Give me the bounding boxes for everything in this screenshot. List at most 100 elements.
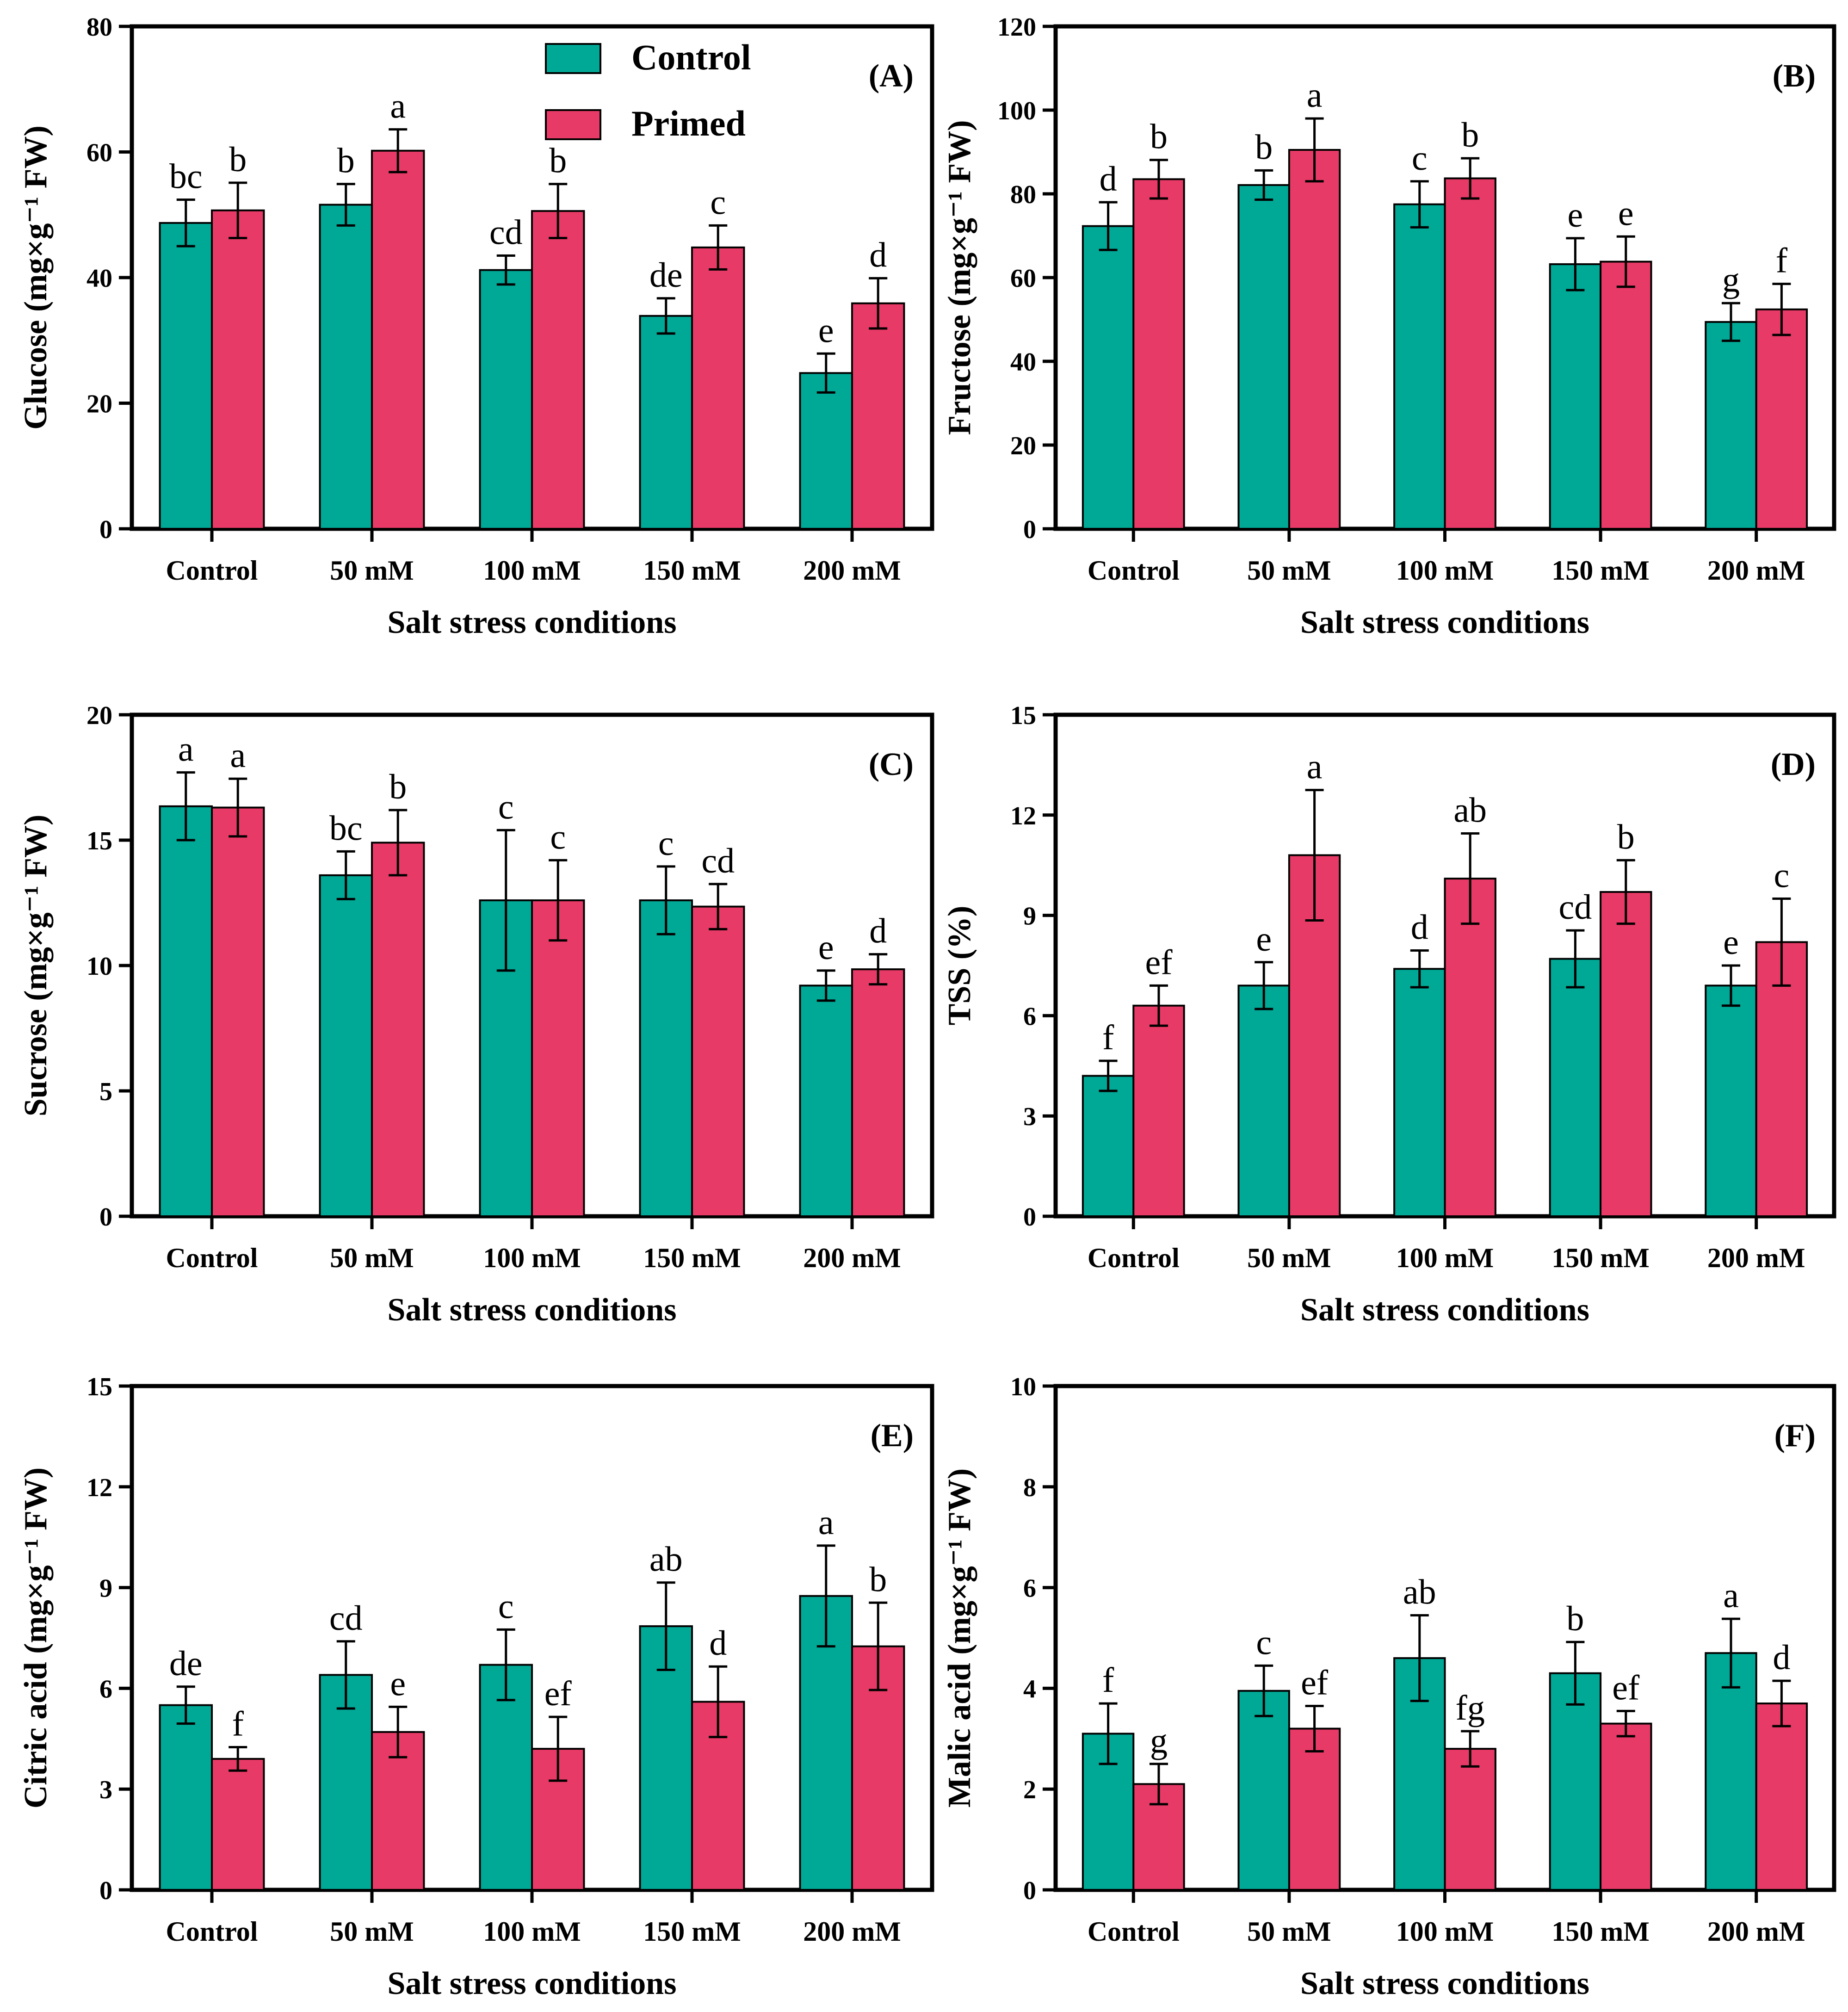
primed-bar bbox=[1288, 149, 1341, 530]
control-bar bbox=[479, 1664, 533, 1891]
x-axis-title: Salt stress conditions bbox=[388, 1292, 677, 1328]
control-bar bbox=[159, 222, 213, 530]
y-tick-label: 60 bbox=[87, 139, 112, 167]
control-bar bbox=[1705, 321, 1757, 530]
y-tick-label: 0 bbox=[99, 1203, 112, 1232]
significance-letter: ab bbox=[1403, 1572, 1436, 1611]
y-tick-label: 3 bbox=[1023, 1102, 1036, 1131]
significance-letter: e bbox=[390, 1664, 406, 1703]
y-tick-label: 0 bbox=[99, 515, 112, 544]
significance-letter: a bbox=[1307, 748, 1323, 786]
x-tick-label: 200 mM bbox=[803, 555, 901, 586]
primed-bar bbox=[1132, 178, 1185, 530]
primed-bar bbox=[211, 1758, 265, 1891]
x-tick-label: Control bbox=[166, 1243, 258, 1273]
significance-letter: bc bbox=[169, 157, 203, 196]
control-bar bbox=[1237, 984, 1290, 1218]
significance-letter: c bbox=[1256, 1623, 1272, 1662]
significance-letter: de bbox=[169, 1644, 203, 1683]
control-bar bbox=[639, 899, 693, 1217]
x-tick-label: 200 mM bbox=[803, 1916, 901, 1947]
primed-bar bbox=[1600, 891, 1652, 1217]
significance-letter: e bbox=[1568, 196, 1583, 235]
significance-letter: ab bbox=[649, 1540, 683, 1579]
x-tick-label: 50 mM bbox=[1247, 555, 1331, 586]
primed-bar bbox=[1288, 1727, 1341, 1891]
x-tick-label: 200 mM bbox=[1707, 1916, 1805, 1947]
x-tick-label: 50 mM bbox=[1247, 1243, 1331, 1273]
x-tick-label: 50 mM bbox=[1247, 1916, 1331, 1947]
significance-letter: d bbox=[869, 235, 887, 274]
significance-letter: b bbox=[1461, 116, 1479, 155]
control-bar bbox=[1705, 984, 1757, 1218]
x-tick-label: 100 mM bbox=[483, 1243, 581, 1273]
y-tick-label: 6 bbox=[1023, 1574, 1036, 1603]
y-tick-label: 80 bbox=[87, 13, 112, 42]
significance-letter: d bbox=[1773, 1638, 1790, 1677]
y-tick-label: 40 bbox=[87, 264, 112, 293]
x-tick-label: 150 mM bbox=[643, 1916, 741, 1947]
significance-letter: b bbox=[229, 140, 247, 179]
y-tick-label: 6 bbox=[1023, 1002, 1036, 1031]
x-axis-title: Salt stress conditions bbox=[388, 1966, 677, 2001]
x-tick-label: Control bbox=[1088, 555, 1180, 586]
primed-bar bbox=[1132, 1004, 1185, 1217]
y-axis-title: Sucrose (mg×g⁻¹ FW) bbox=[18, 815, 54, 1117]
significance-letter: a bbox=[1307, 76, 1323, 115]
x-tick-label: 200 mM bbox=[803, 1243, 901, 1273]
y-tick-label: 120 bbox=[997, 13, 1036, 42]
x-tick-label: 50 mM bbox=[330, 555, 414, 586]
significance-letter: e bbox=[1723, 923, 1739, 962]
y-tick-label: 20 bbox=[87, 390, 112, 419]
significance-letter: d bbox=[1411, 908, 1428, 947]
significance-letter: c bbox=[550, 817, 566, 856]
significance-letter: c bbox=[498, 1587, 514, 1626]
significance-letter: bc bbox=[329, 809, 363, 848]
control-bar bbox=[1705, 1652, 1757, 1891]
significance-letter: e bbox=[818, 311, 834, 350]
significance-letter: f bbox=[1102, 1661, 1114, 1700]
significance-letter: f bbox=[1776, 241, 1788, 280]
primed-bar bbox=[211, 806, 265, 1218]
x-tick-label: 50 mM bbox=[330, 1243, 414, 1273]
primed-bar bbox=[691, 905, 745, 1217]
significance-letter: cd bbox=[1559, 888, 1592, 927]
significance-letter: ef bbox=[544, 1674, 572, 1713]
control-bar bbox=[159, 1704, 213, 1891]
significance-letter: e bbox=[1256, 920, 1272, 959]
y-tick-label: 9 bbox=[99, 1574, 112, 1603]
significance-letter: d bbox=[1100, 160, 1117, 198]
primed-bar bbox=[1444, 878, 1496, 1217]
x-tick-label: 150 mM bbox=[643, 1243, 741, 1273]
y-tick-label: 0 bbox=[1023, 515, 1036, 544]
y-axis-title: TSS (%) bbox=[942, 906, 977, 1026]
y-axis-title: Fructose (mg×g⁻¹ FW) bbox=[942, 120, 977, 435]
significance-letter: d bbox=[709, 1624, 727, 1663]
panel-label: (F) bbox=[1774, 1418, 1816, 1454]
control-bar bbox=[479, 269, 533, 530]
x-tick-label: 100 mM bbox=[483, 1916, 581, 1947]
x-axis-title: Salt stress conditions bbox=[1300, 1292, 1589, 1328]
panel-label: (B) bbox=[1773, 58, 1816, 94]
significance-letter: cd bbox=[329, 1599, 363, 1638]
significance-letter: f bbox=[1102, 1018, 1114, 1057]
x-tick-label: Control bbox=[1088, 1243, 1180, 1273]
chart-panel-4: 0 3 6 9 12 15 Control fef 50 mM e a 100 mM d ab 150 mM… bbox=[942, 701, 1836, 1328]
control-bar bbox=[1393, 968, 1446, 1217]
panel-label: (E) bbox=[871, 1418, 914, 1454]
y-tick-label: 12 bbox=[87, 1473, 112, 1502]
x-axis-title: Salt stress conditions bbox=[1300, 1966, 1589, 2001]
primed-bar bbox=[1600, 260, 1652, 530]
control-bar bbox=[799, 984, 853, 1218]
significance-letter: ef bbox=[1612, 1668, 1640, 1707]
primed-bar bbox=[851, 302, 905, 530]
y-tick-label: 60 bbox=[1010, 264, 1036, 293]
x-tick-label: 100 mM bbox=[1396, 1916, 1494, 1947]
significance-letter: b bbox=[337, 142, 355, 180]
legend-label-control: Control bbox=[631, 37, 751, 77]
x-tick-label: 150 mM bbox=[1551, 1916, 1650, 1947]
y-tick-label: 0 bbox=[99, 1876, 112, 1905]
